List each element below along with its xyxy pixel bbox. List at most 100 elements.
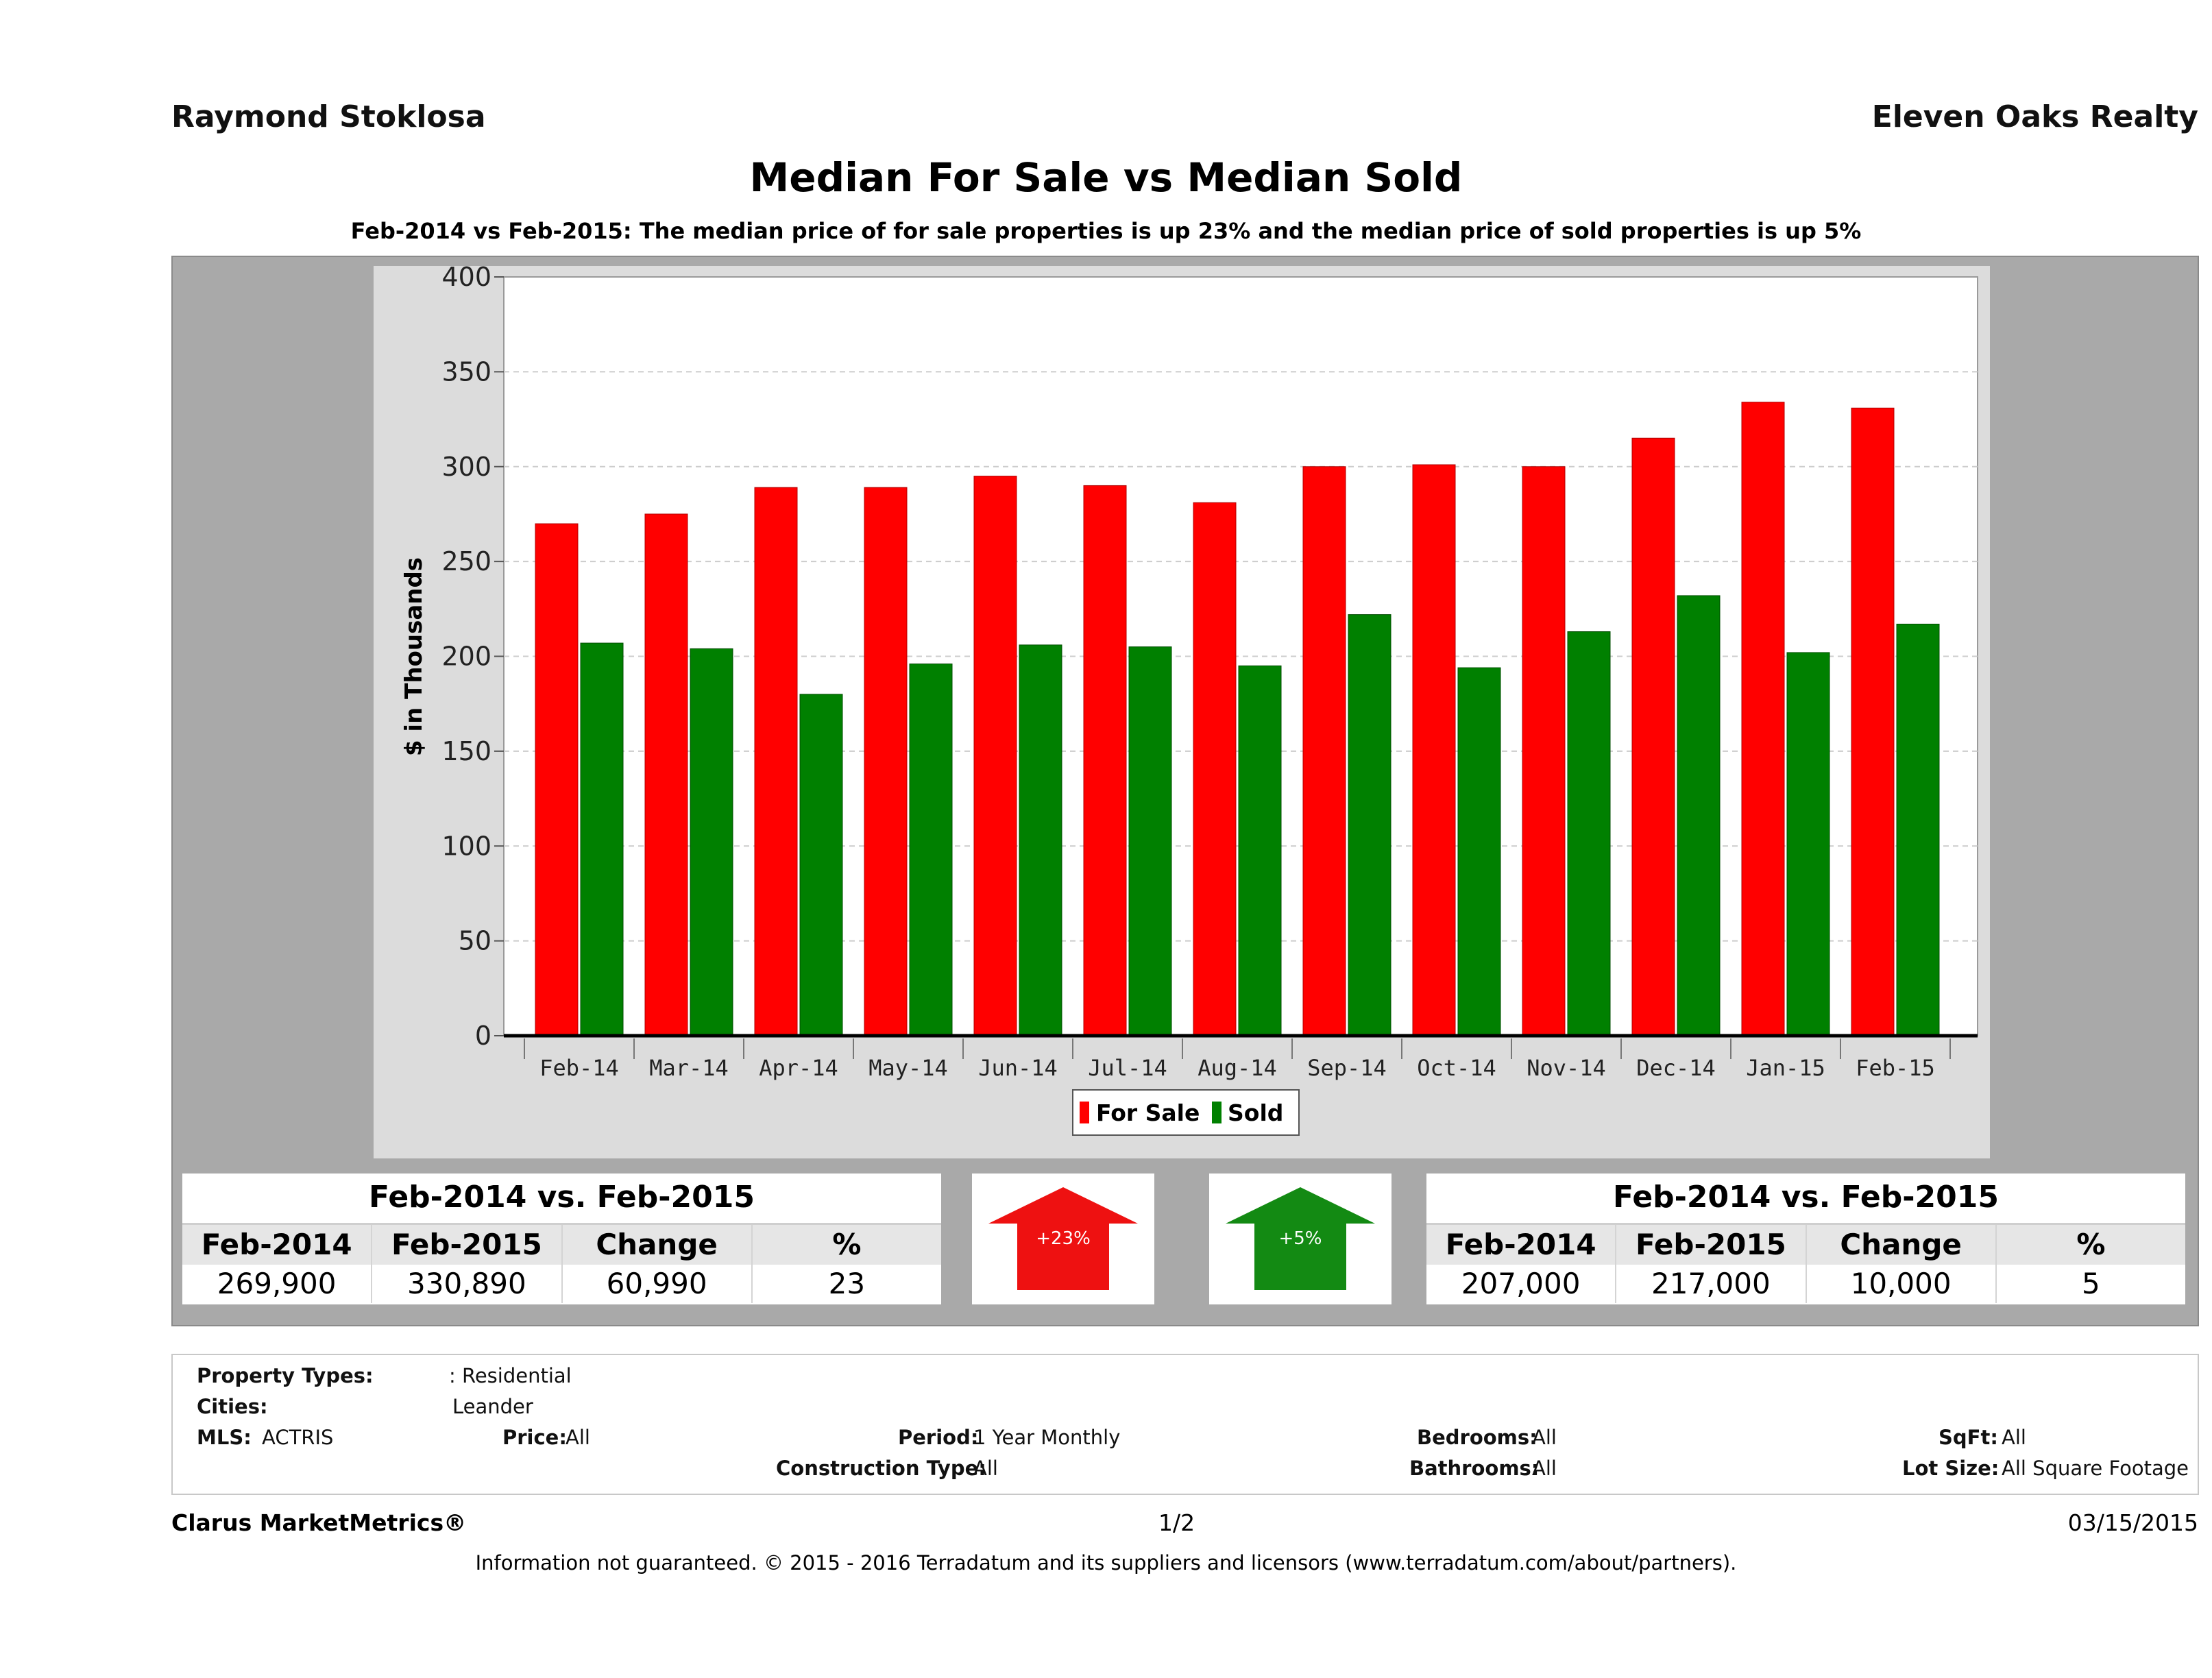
bar-sold: [580, 642, 624, 1036]
bar-for-sale: [1631, 437, 1675, 1036]
mls-label: MLS:: [197, 1426, 252, 1449]
bar-for-sale: [1412, 464, 1456, 1036]
bar-for-sale: [1741, 402, 1785, 1036]
y-tick-label: 0: [475, 1021, 491, 1051]
x-tick-label: Oct-14: [1417, 1055, 1496, 1081]
bar-chart: 0 50 100 150 200 250 300 350 400 Feb-14 Mar-14 Apr…: [374, 266, 1990, 1158]
chart-title: Median For Sale vs Median Sold: [749, 154, 1463, 201]
up-arrow-icon: +23%: [988, 1187, 1138, 1290]
x-tick-label: Jan-15: [1746, 1055, 1825, 1081]
agent-name: Raymond Stoklosa: [171, 99, 486, 134]
bar-for-sale: [1302, 466, 1346, 1036]
x-tick-label: Nov-14: [1527, 1055, 1606, 1081]
for-sale-stats-header: Feb-2014 Feb-2015 Change %: [182, 1223, 941, 1267]
cities-value: Leander: [452, 1395, 533, 1418]
lot-size-value: All Square Footage: [2002, 1457, 2189, 1480]
bar-for-sale: [864, 487, 908, 1036]
sold-arrow-box: +5%: [1209, 1174, 1391, 1304]
bar-for-sale: [973, 476, 1017, 1036]
x-tick-label: Jun-14: [978, 1055, 1058, 1081]
stats-header-feb-2014: Feb-2014: [1426, 1225, 1617, 1265]
for-sale-arrow-box: +23%: [972, 1174, 1154, 1304]
sold-stats-title: Feb-2014 vs. Feb-2015: [1613, 1180, 1999, 1215]
stats-value-percent: 23: [828, 1267, 866, 1300]
sold-stats-box: Feb-2014 vs. Feb-2015 Feb-2014 Feb-2015 …: [1426, 1174, 2185, 1304]
stats-value-feb-2014: 269,900: [182, 1265, 373, 1303]
brokerage-name: Eleven Oaks Realty: [1871, 99, 2198, 134]
stats-header-feb-2015: Feb-2015: [372, 1225, 563, 1265]
bar-for-sale: [1193, 502, 1237, 1036]
legend-box: [1072, 1089, 1300, 1136]
price-value: All: [566, 1426, 590, 1449]
sold-arrow-label: +5%: [1278, 1228, 1322, 1249]
bar-sold: [1677, 595, 1721, 1036]
red-up-arrow-icon: [988, 1187, 1138, 1290]
bathrooms-label: Bathrooms:: [1409, 1457, 1540, 1480]
stats-value-feb-2014: 207,000: [1426, 1265, 1617, 1303]
for-sale-arrow-label: +23%: [1036, 1228, 1091, 1249]
footer-brand: Clarus MarketMetrics®: [171, 1509, 467, 1536]
stats-header-change: Change: [563, 1225, 753, 1265]
for-sale-stats-box: Feb-2014 vs. Feb-2015 Feb-2014 Feb-2015 …: [182, 1174, 941, 1304]
bar-sold: [1457, 667, 1501, 1036]
stats-value-change: 60,990: [563, 1265, 753, 1303]
sold-stats-values: 207,000 217,000 10,000 5: [1426, 1265, 2185, 1303]
bar-for-sale: [535, 523, 579, 1036]
criteria-box: [171, 1354, 2199, 1495]
bar-sold: [1567, 631, 1611, 1036]
x-tick-label: Jul-14: [1088, 1055, 1167, 1081]
for-sale-stats-values: 269,900 330,890 60,990 23: [182, 1265, 941, 1303]
y-axis-ticks: 0 50 100 150 200 250 300 350 400: [441, 266, 504, 1051]
bar-for-sale: [1851, 407, 1895, 1036]
y-tick-label: 400: [441, 266, 491, 292]
x-tick-label: Dec-14: [1636, 1055, 1716, 1081]
construction-type-value: All: [973, 1457, 998, 1480]
legend-label-sold: Sold: [1228, 1099, 1283, 1126]
price-label: Price:: [502, 1426, 567, 1449]
footer-disclaimer: Information not guaranteed. © 2015 - 201…: [475, 1551, 1737, 1574]
bar-for-sale: [644, 513, 688, 1036]
bar-sold: [1896, 623, 1940, 1036]
green-up-arrow-icon: [1226, 1187, 1375, 1290]
legend-swatch-for-sale: [1080, 1102, 1089, 1123]
property-types-label: Property Types:: [197, 1364, 374, 1387]
x-tick-label: May-14: [868, 1055, 948, 1081]
stats-value-percent: 5: [2082, 1267, 2100, 1300]
y-tick-label: 50: [459, 926, 491, 956]
chart-legend: For Sale Sold: [1072, 1089, 1300, 1136]
cities-label: Cities:: [197, 1395, 268, 1418]
property-types-value: : Residential: [449, 1364, 572, 1387]
lot-size-label: Lot Size:: [1902, 1457, 2000, 1480]
construction-type-label: Construction Type:: [776, 1457, 986, 1480]
y-tick-label: 100: [441, 831, 491, 861]
bathrooms-value: All: [1532, 1457, 1557, 1480]
stats-value-feb-2015: 330,890: [372, 1265, 563, 1303]
period-value: 1 Year Monthly: [973, 1426, 1121, 1449]
bar-for-sale: [754, 487, 798, 1036]
stats-header-percent: %: [832, 1228, 862, 1261]
y-tick-label: 150: [441, 736, 491, 766]
up-arrow-icon: +5%: [1226, 1187, 1375, 1290]
footer-date: 03/15/2015: [2067, 1509, 2198, 1536]
x-tick-label: Feb-14: [539, 1055, 619, 1081]
legend-swatch-sold: [1212, 1102, 1222, 1123]
bar-sold: [1128, 646, 1172, 1036]
x-tick-label: Aug-14: [1198, 1055, 1277, 1081]
bar-sold: [1786, 652, 1830, 1036]
bar-for-sale: [1083, 485, 1127, 1036]
bar-sold: [690, 648, 733, 1036]
y-axis-label: $ in Thousands: [400, 557, 428, 756]
bar-sold: [909, 664, 953, 1036]
stats-header-percent: %: [2076, 1228, 2106, 1261]
x-tick-label: Feb-15: [1856, 1055, 1935, 1081]
legend-label-for-sale: For Sale: [1096, 1099, 1200, 1126]
x-tick-label: Apr-14: [759, 1055, 838, 1081]
bar-for-sale: [1522, 466, 1566, 1036]
sqft-value: All: [2002, 1426, 2026, 1449]
y-tick-label: 350: [441, 356, 491, 387]
bars: [535, 402, 1940, 1036]
stats-value-feb-2015: 217,000: [1616, 1265, 1807, 1303]
sqft-label: SqFt:: [1938, 1426, 1998, 1449]
bedrooms-value: All: [1532, 1426, 1557, 1449]
bedrooms-label: Bedrooms:: [1417, 1426, 1538, 1449]
